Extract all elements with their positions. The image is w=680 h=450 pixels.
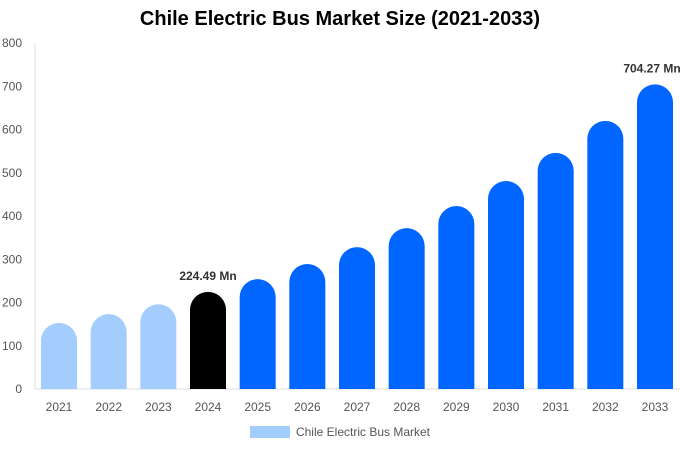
y-tick-label: 500 [2, 166, 22, 180]
x-tick-label: 2026 [294, 400, 321, 414]
bar-2029 [438, 206, 475, 389]
bar-2026 [289, 264, 326, 389]
data-label: 704.27 Mn [623, 61, 680, 75]
x-tick-label: 2030 [493, 400, 520, 414]
bar-2025 [239, 279, 276, 389]
bar-2021 [41, 322, 77, 389]
y-tick-label: 700 [2, 79, 22, 93]
legend-label: Chile Electric Bus Market [295, 425, 431, 439]
bar-2023 [140, 304, 177, 389]
y-tick-label: 800 [2, 36, 22, 50]
x-tick-label: 2032 [592, 400, 619, 414]
y-tick-label: 100 [2, 339, 22, 353]
bar-2027 [339, 247, 375, 389]
bar-2032 [587, 120, 624, 389]
y-tick-label: 300 [2, 252, 22, 266]
y-tick-label: 400 [2, 209, 22, 223]
x-tick-label: 2025 [244, 400, 271, 414]
legend-swatch [249, 426, 290, 438]
chart-title: Chile Electric Bus Market Size (2021-203… [139, 8, 541, 30]
legend[interactable]: Chile Electric Bus Market [0, 425, 680, 439]
bar-2030 [488, 180, 524, 389]
bar-2022 [90, 314, 127, 389]
x-tick-label: 2023 [145, 400, 172, 414]
x-tick-label: 2021 [46, 400, 73, 414]
data-label: 224.49 Mn [179, 269, 236, 283]
y-tick-label: 600 [2, 123, 22, 137]
x-tick-label: 2033 [642, 400, 669, 414]
bar-2033 [637, 84, 673, 389]
x-tick-label: 2028 [393, 400, 420, 414]
bar-2024 [190, 291, 226, 389]
y-tick-label: 200 [2, 296, 22, 310]
x-tick-label: 2027 [344, 400, 371, 414]
x-tick-label: 2029 [443, 400, 470, 414]
x-tick-label: 2024 [195, 400, 222, 414]
y-tick-label: 0 [15, 382, 22, 396]
bar-2028 [388, 228, 425, 389]
x-tick-label: 2031 [542, 400, 569, 414]
bar-2031 [537, 152, 574, 389]
x-tick-label: 2022 [95, 400, 122, 414]
